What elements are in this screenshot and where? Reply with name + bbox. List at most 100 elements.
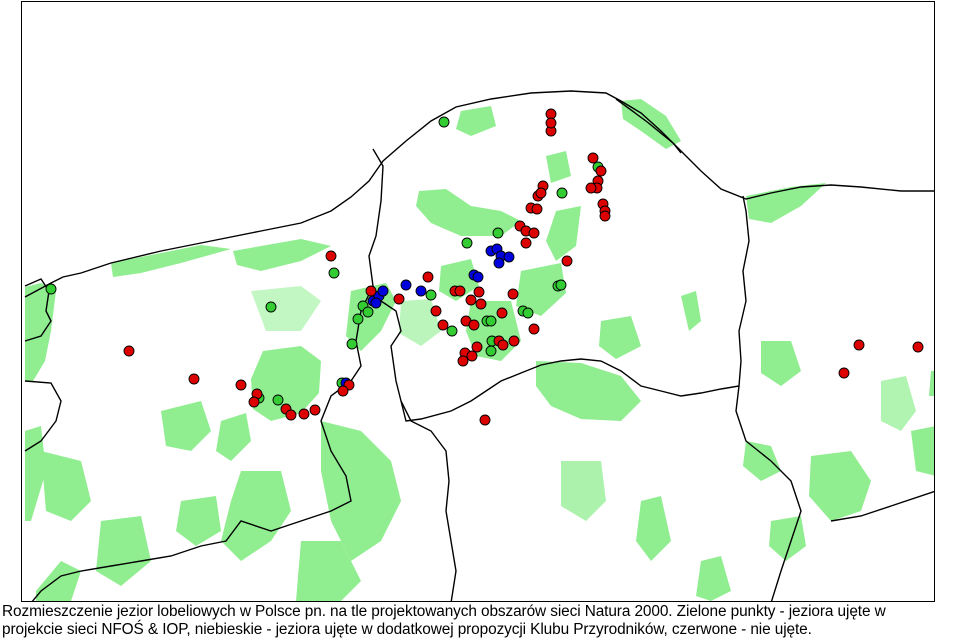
red-lake-point: [422, 271, 434, 283]
natura-area: [456, 106, 496, 136]
green-lake-point: [265, 301, 277, 313]
red-lake-point: [471, 341, 483, 353]
natura-area: [161, 401, 211, 451]
boundary-line: [400, 400, 457, 601]
natura-area: [546, 151, 571, 183]
red-lake-point: [466, 350, 478, 362]
red-lake-point: [123, 345, 135, 357]
red-lake-point: [325, 250, 337, 262]
red-lake-point: [561, 255, 573, 267]
red-lake-point: [545, 117, 557, 129]
green-lake-point: [272, 394, 284, 406]
green-lake-point: [352, 313, 364, 325]
natura-area: [96, 516, 151, 586]
natura-area: [111, 245, 231, 277]
green-lake-point: [328, 267, 340, 279]
green-lake-point: [485, 315, 497, 327]
red-lake-point: [528, 323, 540, 335]
natura-area: [696, 556, 731, 601]
natura-area: [769, 516, 806, 561]
natura-area: [746, 183, 826, 223]
green-lake-point: [362, 306, 374, 318]
blue-lake-points: [340, 243, 515, 389]
red-lake-point: [298, 408, 310, 420]
natura-area: [25, 283, 56, 381]
natura-area: [221, 471, 291, 561]
red-lake-point: [473, 286, 485, 298]
natura-area: [416, 189, 521, 236]
blue-lake-point: [493, 257, 505, 269]
red-lake-point: [285, 409, 297, 421]
green-lake-point: [492, 227, 504, 239]
blue-lake-point: [415, 285, 427, 297]
red-lake-point: [188, 373, 200, 385]
natura-area: [36, 561, 81, 601]
caption-line-2: projekcie sieci NFOŚ & IOP, niebieskie -…: [2, 621, 812, 638]
boundary-line: [830, 490, 934, 522]
red-lake-point: [838, 367, 850, 379]
red-lake-point: [468, 319, 480, 331]
blue-lake-point: [503, 251, 515, 263]
natura-area: [561, 461, 606, 521]
green-lake-point: [485, 345, 497, 357]
red-lake-point: [545, 108, 557, 120]
map: [24, 90, 934, 601]
red-lake-point: [587, 152, 599, 164]
natura-area: [911, 426, 934, 476]
red-lake-point: [479, 414, 491, 426]
red-lake-point: [508, 335, 520, 347]
natura-area: [599, 316, 641, 359]
natura-area: [681, 291, 701, 331]
red-lake-point: [457, 355, 469, 367]
red-lake-point: [496, 307, 508, 319]
red-lake-point: [309, 404, 321, 416]
red-lake-point: [912, 341, 924, 353]
natura-area: [761, 341, 801, 386]
boundary-line: [31, 285, 374, 601]
boundary-line: [735, 385, 802, 601]
natura-area: [809, 451, 871, 521]
natura-area: [881, 376, 916, 431]
red-lake-point: [497, 339, 509, 351]
red-lake-point: [475, 298, 487, 310]
green-lake-point: [425, 289, 437, 301]
natura-2000-areas: [25, 99, 934, 601]
natura-area: [25, 426, 46, 521]
green-lake-point: [45, 283, 57, 295]
natura-area: [636, 496, 671, 561]
red-lake-point: [599, 210, 611, 222]
coastline: [24, 90, 934, 298]
red-lake-point: [430, 305, 442, 317]
natura-area: [176, 496, 221, 546]
figure-caption: Rozmieszczenie jezior lobeliowych w Pols…: [2, 603, 958, 639]
natura-area: [743, 441, 781, 481]
blue-lake-point: [370, 297, 382, 309]
natura-area: [251, 346, 321, 421]
natura-area: [321, 421, 401, 561]
red-lake-point: [595, 165, 607, 177]
natura-area: [216, 413, 251, 461]
natura-area: [251, 286, 321, 331]
red-lake-point: [365, 285, 377, 297]
red-lake-point: [235, 379, 247, 391]
red-lake-point: [507, 288, 519, 300]
natura-area: [546, 206, 581, 261]
red-lake-point: [531, 203, 543, 215]
natura-area: [536, 361, 641, 421]
green-lake-point: [461, 237, 473, 249]
natura-area: [41, 451, 91, 521]
red-lake-point: [520, 237, 532, 249]
green-lake-point: [522, 307, 534, 319]
natura-area: [296, 541, 361, 601]
red-lake-point: [393, 293, 405, 305]
red-lake-point: [248, 396, 260, 408]
red-lake-point: [437, 319, 449, 331]
red-lake-point: [853, 339, 865, 351]
caption-line-1: Rozmieszczenie jezior lobeliowych w Pols…: [2, 603, 886, 620]
boundary-line: [24, 380, 62, 452]
red-lake-point: [337, 385, 349, 397]
green-lake-point: [438, 116, 450, 128]
red-lake-point: [528, 227, 540, 239]
blue-lake-point: [472, 271, 484, 283]
